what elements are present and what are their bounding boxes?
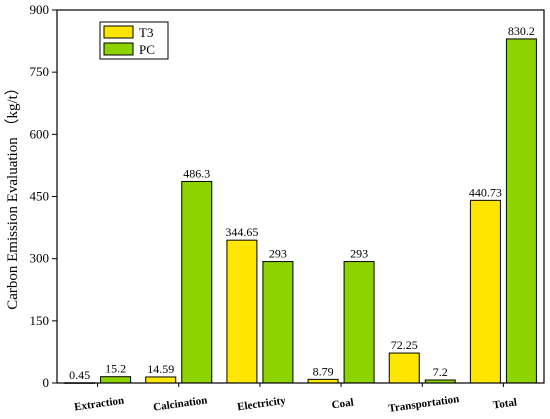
y-tick-label: 300 bbox=[30, 251, 50, 266]
data-label-pc-coal: 293 bbox=[350, 247, 368, 261]
x-category-label: Electricity bbox=[236, 395, 287, 414]
bar-t3-total bbox=[469, 199, 501, 384]
x-category-label: Coal bbox=[331, 397, 354, 412]
bar-pc-coal bbox=[343, 261, 375, 384]
y-tick-label: 450 bbox=[30, 189, 50, 204]
x-category-label: Extraction bbox=[74, 395, 125, 414]
bars bbox=[64, 38, 537, 384]
y-tick-label: 150 bbox=[30, 313, 50, 328]
data-label-pc-transportation: 7.2 bbox=[433, 365, 448, 379]
data-label-pc-extraction: 15.2 bbox=[105, 362, 126, 376]
y-axis-ticks: 0 150 300 450 600 750 900 bbox=[30, 2, 57, 390]
y-tick-label: 0 bbox=[43, 375, 50, 390]
data-label-pc-total: 830.2 bbox=[508, 24, 535, 38]
data-label-t3-transportation: 72.25 bbox=[391, 338, 418, 352]
data-label-pc-calcination: 486.3 bbox=[183, 166, 210, 180]
data-label-t3-calcination: 14.59 bbox=[147, 362, 174, 376]
legend: T3 PC bbox=[99, 21, 169, 60]
y-axis-label: Carbon Emission Evaluation （kg/t） bbox=[4, 80, 21, 310]
bar-pc-total bbox=[505, 38, 537, 384]
bar-pc-calcination bbox=[181, 180, 213, 384]
bar-t3-transportation bbox=[388, 352, 420, 384]
legend-label-pc: PC bbox=[139, 42, 155, 57]
data-label-t3-total: 440.73 bbox=[469, 185, 502, 199]
y-tick-label: 750 bbox=[30, 64, 50, 79]
x-category-label: Calcination bbox=[153, 394, 209, 413]
data-label-t3-extraction: 0.45 bbox=[69, 368, 90, 382]
legend-swatch-pc bbox=[103, 42, 134, 56]
data-label-t3-electricity: 344.65 bbox=[225, 225, 258, 239]
category-labels: Extraction Calcination Electricity Coal Tran… bbox=[74, 383, 518, 415]
data-labels: 0.45 15.2 14.59 486.3 344.65 293 8.79 293 72.25 7… bbox=[69, 24, 535, 382]
x-category-label: Transportation bbox=[388, 393, 460, 415]
y-tick-label: 600 bbox=[30, 126, 50, 141]
y-tick-label: 900 bbox=[30, 2, 50, 17]
bar-t3-electricity bbox=[226, 239, 258, 384]
legend-swatch-t3 bbox=[103, 25, 134, 39]
bar-t3-calcination bbox=[145, 376, 177, 384]
data-label-pc-electricity: 293 bbox=[269, 247, 287, 261]
bar-pc-extraction bbox=[100, 376, 132, 384]
plot-frame bbox=[56, 9, 545, 384]
x-category-label: Total bbox=[492, 396, 517, 411]
data-label-t3-coal: 8.79 bbox=[313, 364, 334, 378]
y-axis-label-group: Carbon Emission Evaluation （kg/t） bbox=[4, 80, 21, 310]
bar-pc-electricity bbox=[262, 261, 294, 384]
legend-label-t3: T3 bbox=[139, 25, 153, 40]
